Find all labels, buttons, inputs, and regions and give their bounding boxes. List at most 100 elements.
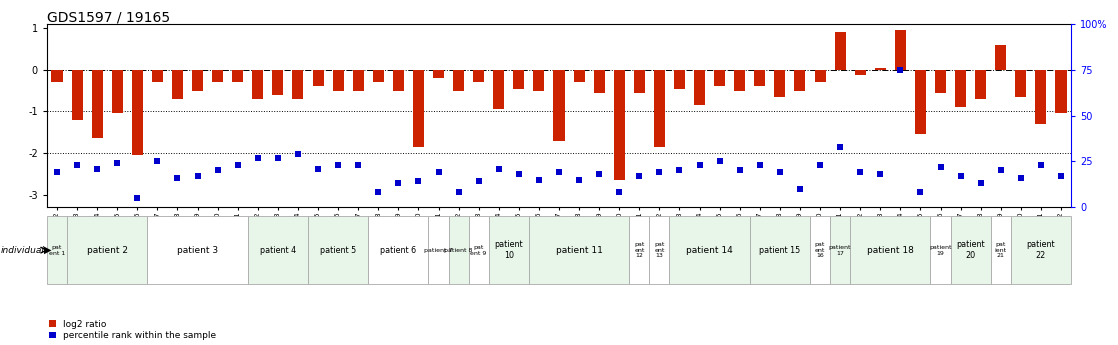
Bar [1055,70,1067,114]
Point [129,195,146,201]
FancyBboxPatch shape [67,216,148,284]
Text: patient
22: patient 22 [1026,240,1055,260]
Bar [433,70,444,78]
FancyBboxPatch shape [930,216,950,284]
Bar [473,70,484,82]
FancyBboxPatch shape [650,216,670,284]
Text: patient 7: patient 7 [424,248,453,253]
Bar [413,70,424,147]
FancyBboxPatch shape [950,216,991,284]
FancyBboxPatch shape [750,216,811,284]
Point [992,168,1010,173]
Bar [233,70,244,82]
Text: patient 8: patient 8 [445,248,473,253]
Point [931,164,949,169]
FancyBboxPatch shape [368,216,428,284]
Text: pat
ent
13: pat ent 13 [654,242,664,258]
Point [470,179,487,184]
Text: individual: individual [1,246,45,255]
Bar [192,70,203,91]
Text: pat
ent
12: pat ent 12 [634,242,644,258]
Bar [453,70,464,91]
Point [530,177,548,182]
Point [811,162,828,168]
Point [751,162,769,168]
Bar [674,70,685,89]
Text: patient 15: patient 15 [759,246,800,255]
Bar [293,70,303,99]
Text: patient 18: patient 18 [866,246,913,255]
Point [389,180,407,186]
FancyBboxPatch shape [307,216,368,284]
Point [108,160,126,166]
Bar [874,68,885,70]
Point [851,169,869,175]
FancyBboxPatch shape [529,216,629,284]
Point [409,179,427,184]
Bar [894,30,906,70]
Bar [72,70,83,120]
FancyBboxPatch shape [629,216,650,284]
Point [1032,162,1050,168]
Bar [152,70,163,82]
Text: pat
ent 9: pat ent 9 [471,245,486,256]
Point [570,177,588,182]
Bar [835,32,845,70]
Bar [714,70,726,87]
Text: patient 5: patient 5 [320,246,357,255]
Point [429,169,447,175]
Bar [392,70,404,91]
Text: patient 14: patient 14 [686,246,733,255]
Bar [313,70,323,87]
Legend: log2 ratio, percentile rank within the sample: log2 ratio, percentile rank within the s… [49,320,216,341]
Bar [332,70,343,91]
FancyBboxPatch shape [850,216,930,284]
Point [771,169,789,175]
Point [671,168,689,173]
Bar [614,70,625,180]
FancyBboxPatch shape [148,216,248,284]
Bar [273,70,283,95]
Bar [815,70,825,82]
Point [309,166,326,171]
Point [911,190,929,195]
Bar [775,70,786,97]
Bar [51,70,63,82]
Point [610,190,628,195]
Point [1012,175,1030,180]
Point [229,162,247,168]
Bar [654,70,665,147]
FancyBboxPatch shape [248,216,307,284]
FancyBboxPatch shape [489,216,529,284]
Text: patient 2: patient 2 [87,246,127,255]
Bar [755,70,766,87]
Text: patient 4: patient 4 [259,246,296,255]
FancyBboxPatch shape [830,216,850,284]
Point [871,171,889,177]
Point [189,173,207,179]
Point [550,169,568,175]
Text: patient 3: patient 3 [177,246,218,255]
Point [249,155,267,160]
Bar [92,70,103,138]
FancyBboxPatch shape [47,216,67,284]
Point [972,180,989,186]
Text: patient 11: patient 11 [556,246,603,255]
Text: patient
10: patient 10 [494,240,523,260]
Point [731,168,749,173]
Text: pat
ent 1: pat ent 1 [49,245,65,256]
Bar [533,70,544,91]
FancyBboxPatch shape [1011,216,1071,284]
Point [792,186,809,191]
FancyBboxPatch shape [991,216,1011,284]
Point [711,159,729,164]
Text: patient
20: patient 20 [956,240,985,260]
Point [88,166,106,171]
Point [68,162,86,168]
Point [1052,173,1070,179]
Point [449,190,467,195]
Text: GDS1597 / 19165: GDS1597 / 19165 [47,10,170,24]
Point [691,162,709,168]
Bar [975,70,986,99]
FancyBboxPatch shape [468,216,489,284]
